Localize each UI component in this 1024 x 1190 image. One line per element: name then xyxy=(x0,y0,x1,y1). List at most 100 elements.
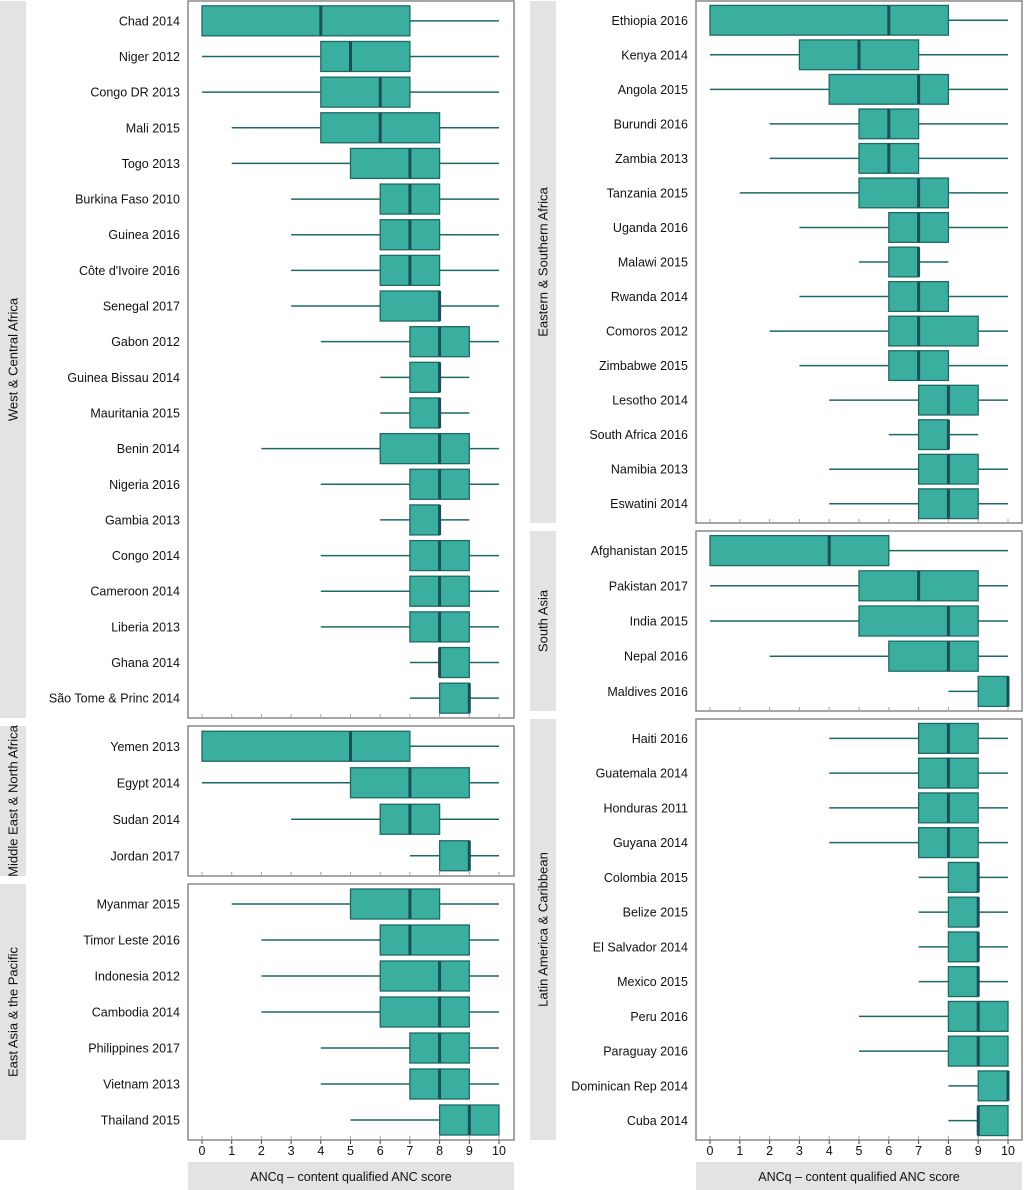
box-row: Mali 2015 xyxy=(126,112,499,144)
x-tick-label: 8 xyxy=(945,1144,952,1158)
x-tick-label: 5 xyxy=(347,1144,354,1158)
category-label: Zambia 2013 xyxy=(615,152,688,166)
box-row: Malawi 2015 xyxy=(618,246,949,278)
box-row: Guinea 2016 xyxy=(108,219,499,251)
box-row: Angola 2015 xyxy=(618,73,1008,105)
category-label: Eswatini 2014 xyxy=(610,497,688,511)
x-axis-title: ANCq – content qualified ANC score xyxy=(250,1170,452,1184)
iqr-box xyxy=(438,840,470,872)
category-label: Jordan 2017 xyxy=(110,849,180,863)
category-label: Maldives 2016 xyxy=(607,685,688,699)
iqr-box xyxy=(947,896,979,928)
region-panel: East Asia & the Pacific Myanmar 2015 Timor… xyxy=(0,883,515,1141)
box-row: Cuba 2014 xyxy=(627,1105,1009,1137)
iqr-box xyxy=(201,5,411,37)
region-strip xyxy=(530,531,556,711)
x-tick-label: 7 xyxy=(406,1144,413,1158)
box-row: Guyana 2014 xyxy=(613,827,1008,859)
box-row: Afghanistan 2015 xyxy=(591,534,1008,567)
x-tick-label: 0 xyxy=(707,1144,714,1158)
x-tick-label: 3 xyxy=(288,1144,295,1158)
iqr-box xyxy=(828,73,950,105)
box-row: Timor Leste 2016 xyxy=(83,924,499,956)
category-label: Cuba 2014 xyxy=(627,1114,688,1128)
box-row: Indonesia 2012 xyxy=(95,960,499,992)
category-label: Nigeria 2016 xyxy=(109,478,180,492)
box-row: Mexico 2015 xyxy=(617,966,1008,998)
category-label: Belize 2015 xyxy=(623,906,688,920)
category-label: Pakistan 2017 xyxy=(609,579,688,593)
box-row: El Salvador 2014 xyxy=(593,931,1008,963)
iqr-box xyxy=(379,290,441,322)
category-label: Burkina Faso 2010 xyxy=(75,193,180,207)
iqr-box xyxy=(409,504,441,536)
category-label: South Africa 2016 xyxy=(589,428,688,442)
x-tick-label: 8 xyxy=(436,1144,443,1158)
box-row: Philippines 2017 xyxy=(88,1032,499,1064)
box-row: Jordan 2017 xyxy=(110,840,499,872)
box-row: Pakistan 2017 xyxy=(609,570,1008,602)
box-row: Zambia 2013 xyxy=(615,142,1008,174)
box-row: Mauritania 2015 xyxy=(90,397,470,429)
category-label: Congo DR 2013 xyxy=(90,86,180,100)
category-label: Uganda 2016 xyxy=(613,221,688,235)
category-label: Peru 2016 xyxy=(630,1010,688,1024)
category-label: Senegal 2017 xyxy=(103,300,180,314)
chart-column-1: West & Central Africa Chad 2014 Niger 2012… xyxy=(0,0,515,1190)
iqr-box xyxy=(438,646,470,679)
category-label: Mexico 2015 xyxy=(617,975,688,989)
category-label: Benin 2014 xyxy=(117,442,180,456)
category-label: India 2015 xyxy=(630,615,688,629)
box-row: Belize 2015 xyxy=(623,896,1008,928)
iqr-box xyxy=(888,640,979,672)
panel-frame xyxy=(695,718,1023,1141)
category-label: Burundi 2016 xyxy=(614,117,688,131)
box-row: Maldives 2016 xyxy=(607,675,1010,708)
box-row: Sudan 2014 xyxy=(113,803,499,835)
box-row: Gambia 2013 xyxy=(105,504,470,536)
category-label: Cambodia 2014 xyxy=(92,1006,180,1020)
box-row: Haiti 2016 xyxy=(632,722,1008,754)
iqr-box xyxy=(201,730,411,762)
category-label: Nepal 2016 xyxy=(624,650,688,664)
box-row: Burkina Faso 2010 xyxy=(75,183,499,215)
box-row: Liberia 2013 xyxy=(111,611,499,643)
x-tick-label: 9 xyxy=(975,1144,982,1158)
category-label: Yemen 2013 xyxy=(110,740,180,754)
x-tick-label: 9 xyxy=(466,1144,473,1158)
category-label: Vietnam 2013 xyxy=(103,1078,180,1092)
category-label: Myanmar 2015 xyxy=(97,898,180,912)
box-row: Peru 2016 xyxy=(630,1000,1009,1032)
category-label: Guyana 2014 xyxy=(613,836,688,850)
box-row: Benin 2014 xyxy=(117,432,499,465)
category-label: Egypt 2014 xyxy=(117,776,180,790)
iqr-box xyxy=(438,682,470,714)
box-row: Nigeria 2016 xyxy=(109,468,499,500)
iqr-box xyxy=(709,534,890,567)
category-label: Honduras 2011 xyxy=(603,801,688,815)
box-row: Côte d'Ivoire 2016 xyxy=(79,254,499,287)
category-label: Liberia 2013 xyxy=(111,620,180,634)
box-row: Rwanda 2014 xyxy=(611,281,1008,313)
box-row: Yemen 2013 xyxy=(110,730,499,762)
box-row: São Tome & Princ 2014 xyxy=(49,682,499,714)
box-row: Paraguay 2016 xyxy=(603,1035,1009,1067)
category-label: Angola 2015 xyxy=(618,83,688,97)
iqr-box xyxy=(858,177,950,209)
category-label: Kenya 2014 xyxy=(621,48,688,62)
x-tick-label: 6 xyxy=(377,1144,384,1158)
category-label: Togo 2013 xyxy=(122,157,180,171)
iqr-box xyxy=(409,361,441,393)
x-tick-label: 5 xyxy=(856,1144,863,1158)
x-tick-label: 4 xyxy=(317,1144,324,1158)
box-row: Myanmar 2015 xyxy=(97,888,499,920)
iqr-box xyxy=(379,924,470,956)
region-label: South Asia xyxy=(536,589,551,652)
box-row: Kenya 2014 xyxy=(621,39,1008,71)
category-label: Sudan 2014 xyxy=(113,813,180,827)
category-label: Comoros 2012 xyxy=(606,325,688,339)
category-label: Colombia 2015 xyxy=(604,871,688,885)
x-tick-label: 1 xyxy=(228,1144,235,1158)
box-row: Togo 2013 xyxy=(122,147,499,180)
